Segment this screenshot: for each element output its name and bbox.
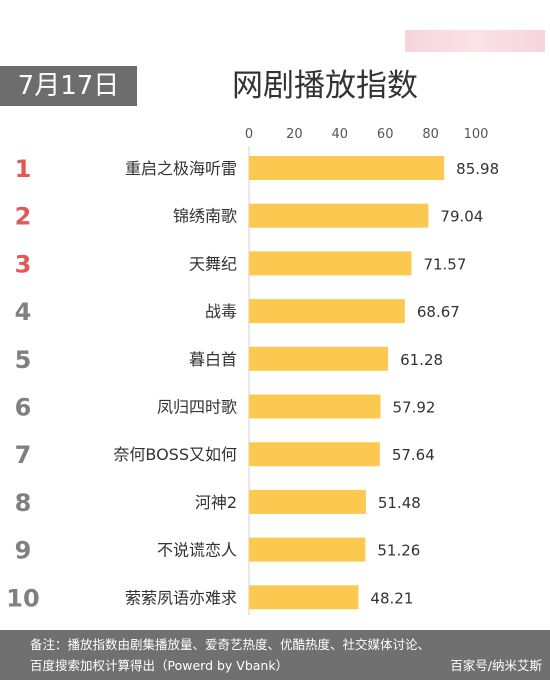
bar — [249, 299, 405, 324]
bar — [249, 585, 359, 610]
value-label: 61.28 — [400, 351, 443, 369]
bar — [249, 442, 380, 467]
chart-title: 网剧播放指数 — [232, 68, 418, 104]
rank-number: 2 — [15, 203, 32, 231]
category-label: 锦绣南歌 — [173, 207, 237, 226]
bar — [249, 156, 445, 180]
x-tick-label: 80 — [422, 127, 439, 142]
category-label: 天舞纪 — [189, 254, 237, 273]
rank-number: 4 — [15, 298, 32, 326]
value-label: 71.57 — [423, 255, 466, 273]
x-tick-label: 40 — [332, 127, 349, 142]
category-label: 奈何BOSS又如何 — [113, 445, 237, 464]
category-label: 凤归四时歌 — [157, 398, 237, 417]
category-label: 暮白首 — [189, 350, 237, 369]
rank-number: 7 — [15, 441, 32, 469]
footer-note-line-1: 备注：播放指数由剧集播放量、爱奇艺热度、优酷热度、社交媒体讨论、 — [30, 637, 431, 652]
category-label: 战毒 — [205, 302, 237, 321]
footer-note-line-2: 百度搜索加权计算得出（Powerd by Vbank） — [30, 658, 289, 673]
value-label: 51.48 — [378, 494, 421, 512]
x-tick-label: 0 — [245, 127, 253, 142]
rank-number: 3 — [15, 250, 32, 278]
rank-number: 6 — [15, 394, 32, 422]
value-label: 57.64 — [392, 446, 435, 464]
category-label: 重启之极海听雷 — [125, 159, 237, 178]
value-label: 51.26 — [377, 542, 420, 560]
category-label: 不说谎恋人 — [157, 541, 237, 560]
value-label: 48.21 — [370, 589, 413, 607]
date-badge: 7月17日 — [0, 66, 137, 106]
footer-source: 百家号/纳米艾斯 — [450, 658, 542, 673]
value-label: 85.98 — [456, 160, 499, 178]
rank-number: 8 — [15, 489, 32, 517]
x-tick-label: 20 — [286, 127, 303, 142]
x-tick-label: 100 — [464, 127, 489, 142]
category-label: 萦萦夙语亦难求 — [125, 588, 237, 607]
bar — [249, 203, 429, 228]
bar — [249, 394, 381, 419]
rank-number: 1 — [15, 155, 32, 183]
rank-number: 9 — [15, 537, 32, 565]
rank-number: 5 — [15, 346, 32, 374]
x-tick-label: 60 — [377, 127, 394, 142]
watermark-blur — [405, 30, 545, 52]
value-label: 68.67 — [417, 303, 460, 321]
rank-number: 10 — [6, 584, 39, 612]
value-label: 57.92 — [392, 399, 435, 417]
bar — [249, 489, 366, 514]
value-label: 79.04 — [440, 208, 483, 226]
footer-note: 备注：播放指数由剧集播放量、爱奇艺热度、优酷热度、社交媒体讨论、 百度搜索加权计… — [0, 630, 550, 680]
bar-chart: 0 20 40 60 80 100 1 重启之极海听雷 85.98 2 锦绣南歌 79.04 3 天舞纪 7… — [6, 127, 499, 616]
bar — [249, 537, 366, 562]
category-label: 河神2 — [195, 493, 237, 512]
bar — [249, 346, 389, 371]
bar — [249, 251, 412, 276]
